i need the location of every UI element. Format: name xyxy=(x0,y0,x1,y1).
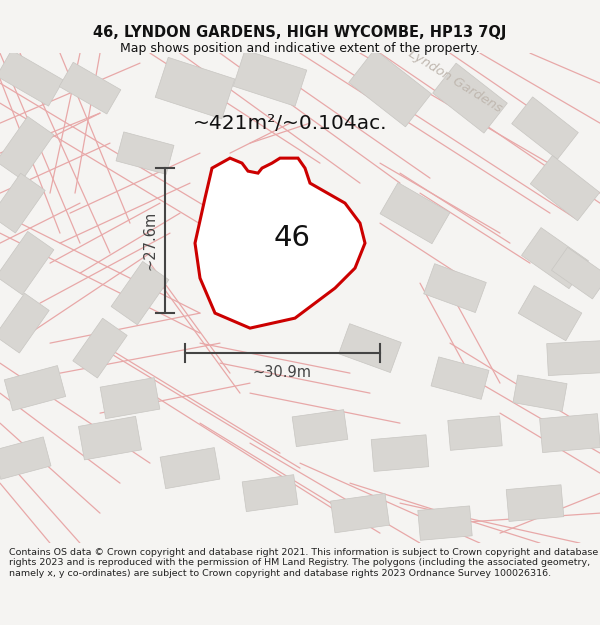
Bar xyxy=(518,286,582,341)
Bar xyxy=(448,416,502,451)
Bar xyxy=(338,324,401,372)
Bar xyxy=(0,437,51,479)
Bar xyxy=(349,49,431,127)
Text: Lyndon Gardens: Lyndon Gardens xyxy=(406,47,504,115)
Bar xyxy=(513,375,567,411)
Bar xyxy=(506,485,564,521)
Text: ~421m²/~0.104ac.: ~421m²/~0.104ac. xyxy=(193,114,387,132)
Bar xyxy=(331,494,389,532)
Bar xyxy=(59,62,121,114)
Bar xyxy=(371,435,429,471)
Bar xyxy=(433,63,508,133)
Text: 46, LYNDON GARDENS, HIGH WYCOMBE, HP13 7QJ: 46, LYNDON GARDENS, HIGH WYCOMBE, HP13 7… xyxy=(94,25,506,40)
Bar xyxy=(160,448,220,489)
Bar xyxy=(424,264,487,312)
Bar xyxy=(547,341,600,376)
Bar xyxy=(0,50,64,106)
Text: ~27.6m: ~27.6m xyxy=(142,211,157,270)
Text: Contains OS data © Crown copyright and database right 2021. This information is : Contains OS data © Crown copyright and d… xyxy=(9,548,598,578)
Bar xyxy=(116,132,174,174)
Bar xyxy=(0,293,49,353)
Text: Map shows position and indicative extent of the property.: Map shows position and indicative extent… xyxy=(120,42,480,55)
Bar xyxy=(512,97,578,159)
Bar xyxy=(418,506,472,541)
Bar xyxy=(380,182,450,244)
Bar xyxy=(100,378,160,419)
Bar xyxy=(111,261,169,325)
Bar xyxy=(233,50,307,106)
Bar xyxy=(521,228,589,289)
Bar xyxy=(539,414,600,452)
Text: ~30.9m: ~30.9m xyxy=(253,365,312,380)
Bar xyxy=(530,156,600,221)
Bar xyxy=(242,474,298,512)
Bar xyxy=(73,318,127,378)
Bar xyxy=(4,366,66,411)
Bar xyxy=(0,116,54,180)
Bar xyxy=(551,248,600,299)
Bar xyxy=(79,416,142,460)
Polygon shape xyxy=(195,158,365,328)
Bar xyxy=(292,409,348,447)
Bar xyxy=(0,231,54,295)
Bar xyxy=(0,173,45,233)
Bar xyxy=(155,58,235,119)
Bar xyxy=(431,357,489,399)
Text: 46: 46 xyxy=(274,224,311,252)
